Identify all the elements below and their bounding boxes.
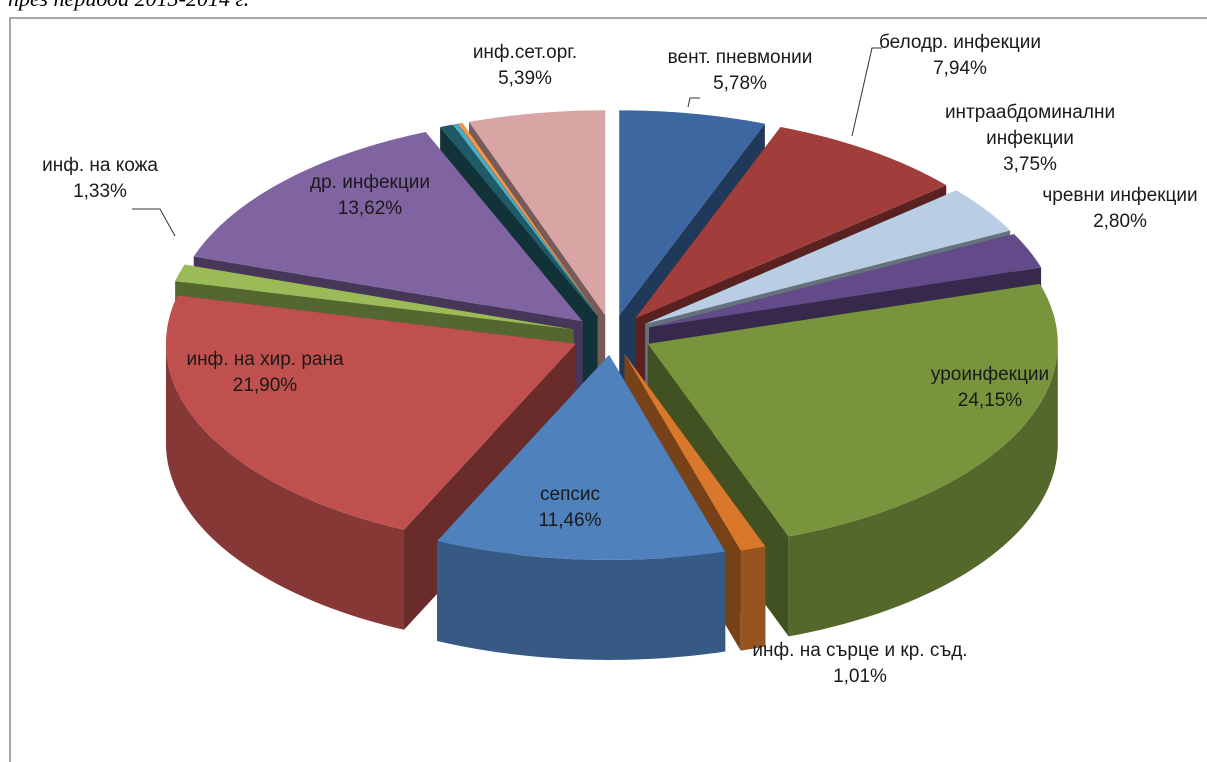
data-label: сепсис 11,46% xyxy=(470,482,670,534)
slice xyxy=(175,264,574,330)
slice xyxy=(649,234,1042,328)
label-name: инф.сет.орг. xyxy=(472,42,578,63)
slice xyxy=(619,110,765,316)
label-name: инф. на хир. рана xyxy=(186,349,344,370)
label-value: 1,01% xyxy=(833,666,887,687)
slice xyxy=(469,110,606,316)
data-label: интраабдоминални инфекции 3,75% xyxy=(910,100,1150,178)
slice xyxy=(647,283,1058,537)
slice-side xyxy=(788,343,1058,637)
slice xyxy=(458,122,599,317)
label-name: инф. на кожа xyxy=(42,155,158,176)
label-value: 1,33% xyxy=(73,181,127,202)
label-value: 13,62% xyxy=(337,198,403,219)
data-label: вент. пневмонии 5,78% xyxy=(630,45,850,97)
label-name: уроинфекции xyxy=(930,364,1050,385)
label-name: чревни инфекции xyxy=(1042,185,1198,206)
label-value: 21,90% xyxy=(232,375,298,396)
data-label: белодр. инфекции 7,94% xyxy=(850,30,1070,82)
data-label: уроинфекции 24,15% xyxy=(880,362,1100,414)
label-name: белодр. инфекции xyxy=(879,32,1041,53)
label-value: 5,78% xyxy=(713,73,767,94)
data-label: инф. на кожа 1,33% xyxy=(0,153,200,205)
slice xyxy=(635,127,947,319)
label-value: 3,75% xyxy=(1003,154,1057,175)
slice-side xyxy=(740,546,766,651)
label-value: 24,15% xyxy=(957,390,1023,411)
label-value: 2,80% xyxy=(1093,211,1147,232)
leader-line xyxy=(132,208,176,237)
slice xyxy=(624,353,766,551)
slice-side xyxy=(437,541,726,660)
slice xyxy=(440,124,598,317)
label-name: интраабдоминални инфекции xyxy=(944,102,1116,149)
leader-line xyxy=(687,97,700,108)
slice xyxy=(437,354,726,560)
slice xyxy=(452,123,599,317)
data-label: др. инфекции 13,62% xyxy=(270,170,470,222)
label-name: вент. пневмонии xyxy=(667,47,813,68)
label-value: 5,39% xyxy=(498,68,552,89)
label-name: др. инфекции xyxy=(310,172,430,193)
data-label: инф. на сърце и кр. съд. 1,01% xyxy=(740,638,980,690)
slice xyxy=(193,132,583,322)
chart-frame xyxy=(9,17,1207,762)
leader-line xyxy=(851,47,882,137)
label-name: инф. на сърце и кр. съд. xyxy=(752,640,968,661)
data-label: чревни инфекции 2,80% xyxy=(1030,183,1207,235)
slice-side xyxy=(165,343,404,630)
slice xyxy=(165,295,576,530)
data-label: инф. на хир. рана 21,90% xyxy=(145,347,385,399)
slice xyxy=(645,190,1011,324)
label-value: 7,94% xyxy=(933,58,987,79)
label-value: 11,46% xyxy=(538,510,602,531)
label-name: сепсис xyxy=(540,484,600,505)
chart-title: през периода 2013-2014 г. xyxy=(8,0,249,12)
data-label: инф.сет.орг. 5,39% xyxy=(425,40,625,92)
